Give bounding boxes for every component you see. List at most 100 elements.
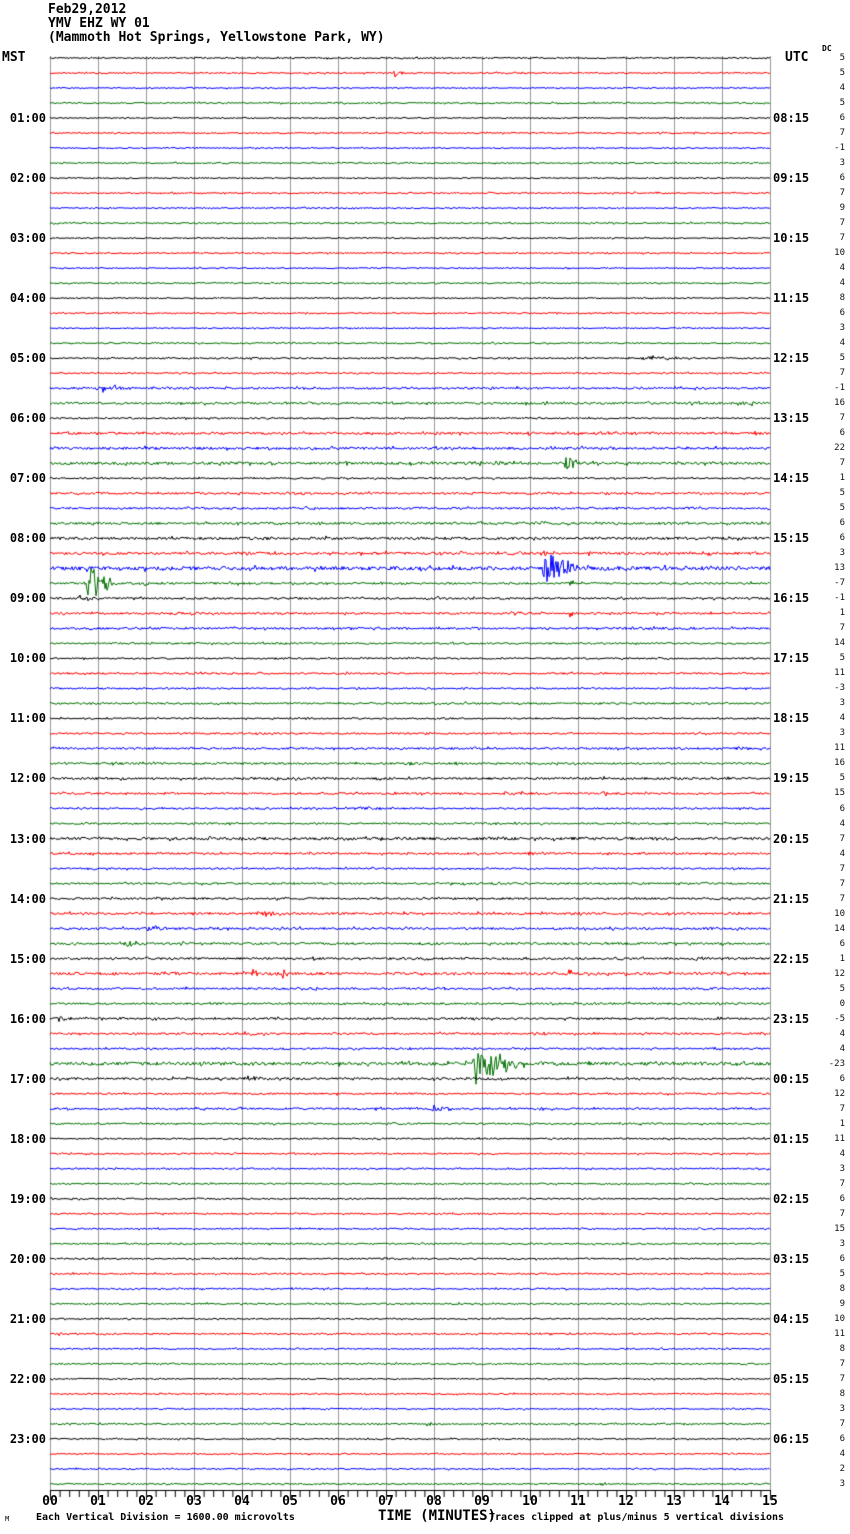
dc-offset-value: 4 [839,278,845,289]
x-tick-label: 00 [42,1494,58,1509]
dc-offset-value: 14 [834,638,845,649]
utc-hour-label: 03:15 [773,1251,810,1266]
dc-offset-value: 7 [839,1358,845,1369]
dc-offset-value: 3 [839,1403,845,1414]
mst-hour-label: 11:00 [9,711,46,726]
dc-offset-value: 8 [839,293,845,304]
dc-offset-value: 7 [839,1418,845,1429]
dc-offset-value: 4 [839,848,845,859]
mst-hour-label: 05:00 [9,351,46,366]
dc-offset-value: 8 [839,1283,845,1294]
x-tick-label: 06 [330,1494,346,1509]
dc-offset-value: 5 [839,653,845,664]
dc-offset-value: 3 [839,1238,845,1249]
dc-offset-value: 7 [839,863,845,874]
dc-offset-value: 11 [834,743,845,754]
dc-offset-value: 6 [839,113,845,124]
dc-offset-value: 4 [839,818,845,829]
mst-hour-label: 04:00 [9,291,46,306]
dc-offset-value: 5 [839,503,845,514]
utc-hour-label: 12:15 [773,351,810,366]
mst-hour-label: 16:00 [9,1011,46,1026]
dc-offset-value: 5 [839,488,845,499]
dc-offset-value: 7 [839,1178,845,1189]
x-tick-label: 15 [762,1494,778,1509]
dc-offset-value: 10 [834,1313,845,1324]
utc-hour-label: 19:15 [773,771,810,786]
utc-hour-label: 13:15 [773,411,810,426]
dc-offset-value: 7 [839,233,845,244]
x-tick-label: 10 [522,1494,538,1509]
dc-offset-value: 3 [839,323,845,334]
dc-offset-value: 6 [839,1253,845,1264]
dc-offset-value: 11 [834,1133,845,1144]
dc-offset-value: 5 [839,353,845,364]
dc-offset-value: 5 [839,68,845,78]
corner-mark: M [5,1515,10,1523]
dc-offset-value: 15 [834,1223,845,1234]
dc-offset-value: 7 [839,833,845,844]
utc-hour-label: 06:15 [773,1431,810,1446]
dc-offset-value: 11 [834,668,845,679]
dc-offset-value: 4 [839,713,845,724]
utc-hour-label: 18:15 [773,711,810,726]
mst-hour-label: 15:00 [9,951,46,966]
dc-offset-value: 6 [839,1193,845,1204]
dc-offset-value: 5 [839,1268,845,1279]
footer-clip-note: Traces clipped at plus/minus 5 vertical … [489,1512,785,1523]
right-timezone-label: UTC [785,50,809,65]
x-axis-title: TIME (MINUTES) [378,1508,497,1524]
x-tick-label: 14 [714,1494,730,1509]
x-tick-label: 01 [90,1494,106,1509]
mst-hour-label: 14:00 [9,891,46,906]
dc-offset-value: 3 [839,1478,845,1489]
x-tick-label: 03 [186,1494,202,1509]
dc-offset-value: 16 [834,398,845,409]
utc-hour-label: 20:15 [773,831,810,846]
dc-offset-value: 12 [834,968,845,979]
x-tick-label: 13 [666,1494,682,1509]
dc-offset-value: 7 [839,188,845,199]
x-tick-label: 07 [378,1494,394,1509]
utc-hour-label: 11:15 [773,291,810,306]
dc-offset-value: 4 [839,1028,845,1039]
mst-hour-label: 20:00 [9,1251,46,1266]
x-tick-label: 11 [570,1494,586,1509]
utc-hour-label: 01:15 [773,1131,810,1146]
mst-hour-label: 21:00 [9,1311,46,1326]
dc-column-label: DC [822,44,832,53]
dc-offset-value: 3 [839,548,845,559]
mst-hour-label: 03:00 [9,231,46,246]
dc-offset-value: 3 [839,728,845,739]
dc-offset-value: 6 [839,308,845,319]
x-tick-label: 04 [234,1494,250,1509]
utc-hour-label: 23:15 [773,1011,810,1026]
mst-hour-label: 09:00 [9,591,46,606]
dc-offset-value: 5 [839,98,845,109]
utc-hour-label: 00:15 [773,1071,810,1086]
dc-offset-value: 6 [839,428,845,439]
mst-hour-label: 23:00 [9,1431,46,1446]
dc-offset-value: -3 [834,683,845,694]
utc-hour-label: 15:15 [773,531,810,546]
header-station: YMV EHZ WY 01 [48,16,150,31]
dc-offset-value: 5 [839,773,845,784]
dc-offset-value: 7 [839,218,845,229]
dc-offset-value: 3 [839,1163,845,1174]
utc-hour-label: 09:15 [773,171,810,186]
dc-offset-value: 1 [839,608,845,619]
footer-scale-note: Each Vertical Division = 1600.00 microvo… [36,1512,295,1523]
dc-offset-value: 3 [839,698,845,709]
mst-hour-label: 10:00 [9,651,46,666]
dc-offset-value: 1 [839,953,845,964]
dc-offset-value: -1 [834,383,845,394]
dc-offset-value: 4 [839,83,845,94]
utc-hour-label: 14:15 [773,471,810,486]
dc-offset-value: -23 [828,1058,845,1069]
header-date: Feb29,2012 [48,2,127,17]
dc-offset-value: 4 [839,338,845,349]
dc-offset-value: 9 [839,203,845,214]
mst-hour-label: 02:00 [9,171,46,186]
